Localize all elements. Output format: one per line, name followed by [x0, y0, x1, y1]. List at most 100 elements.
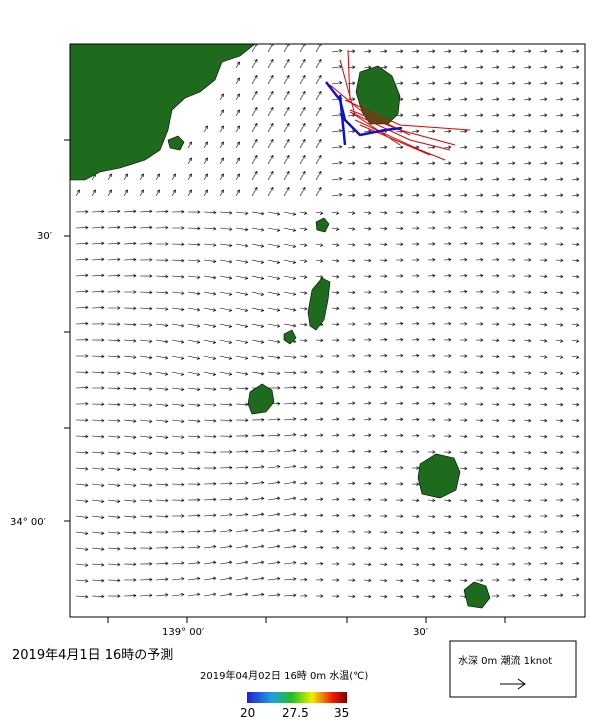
- current-arrow: [379, 417, 388, 422]
- current-arrow: [571, 161, 580, 166]
- current-arrow: [507, 386, 516, 391]
- current-arrow: [411, 161, 420, 166]
- current-arrow: [107, 241, 121, 246]
- current-arrow: [235, 157, 240, 165]
- current-arrow: [267, 433, 281, 437]
- current-arrow: [459, 145, 468, 150]
- current-arrow: [267, 44, 274, 53]
- current-arrow: [235, 61, 240, 69]
- current-arrow: [443, 273, 452, 278]
- current-arrow: [203, 544, 217, 549]
- current-arrow: [507, 241, 516, 246]
- current-arrow: [379, 337, 388, 342]
- current-arrow: [523, 371, 532, 375]
- current-arrow: [507, 65, 516, 70]
- current-arrow: [555, 49, 564, 54]
- current-arrow: [347, 369, 356, 374]
- current-arrow: [395, 369, 404, 374]
- current-arrow: [379, 578, 388, 583]
- current-arrow: [459, 97, 468, 102]
- current-arrow: [283, 385, 297, 390]
- current-arrow: [203, 243, 217, 247]
- current-arrow: [171, 403, 185, 408]
- current-arrow: [187, 339, 201, 344]
- current-arrow: [123, 241, 137, 246]
- current-arrow: [123, 355, 137, 359]
- current-arrow: [523, 193, 532, 198]
- current-arrow: [491, 338, 500, 343]
- current-arrow: [91, 499, 105, 504]
- current-arrow: [571, 49, 580, 54]
- current-arrow: [379, 306, 388, 310]
- current-arrow: [523, 129, 532, 134]
- current-arrow: [539, 561, 548, 566]
- current-arrow: [107, 515, 121, 519]
- current-arrow: [523, 161, 532, 166]
- current-arrow: [187, 275, 201, 279]
- current-arrow: [427, 161, 436, 166]
- current-arrow: [411, 546, 420, 551]
- current-arrow: [155, 545, 169, 550]
- current-arrow: [315, 465, 324, 470]
- current-arrow: [555, 323, 564, 327]
- current-arrow: [331, 274, 340, 279]
- current-arrow: [315, 275, 324, 279]
- lon-label: 139° 00′: [162, 627, 205, 638]
- current-arrow: [283, 259, 297, 264]
- current-arrow: [443, 65, 452, 70]
- current-arrow: [395, 290, 404, 294]
- current-arrow: [91, 241, 105, 246]
- current-arrow: [395, 81, 404, 86]
- current-arrow: [299, 401, 308, 406]
- current-arrow: [539, 546, 548, 550]
- current-arrow: [331, 449, 340, 454]
- current-arrow: [475, 450, 484, 455]
- current-arrow: [123, 290, 137, 294]
- current-arrow: [75, 385, 89, 390]
- current-arrow: [379, 177, 388, 182]
- current-arrow: [539, 466, 548, 471]
- current-arrow: [331, 322, 340, 327]
- current-arrow: [363, 353, 372, 358]
- current-arrow: [539, 81, 548, 86]
- current-arrow: [235, 323, 249, 328]
- current-arrow: [411, 49, 420, 54]
- current-arrow: [139, 387, 153, 391]
- current-arrow: [283, 275, 297, 280]
- current-arrow: [315, 154, 322, 165]
- current-arrow: [523, 65, 532, 70]
- current-arrow: [379, 242, 388, 247]
- current-arrow: [123, 562, 137, 567]
- current-arrow: [187, 291, 201, 296]
- current-arrow: [91, 386, 105, 390]
- current-arrow: [331, 481, 340, 486]
- current-arrow: [475, 145, 484, 150]
- current-arrow: [331, 562, 340, 566]
- current-arrow: [459, 354, 468, 358]
- current-arrow: [555, 402, 564, 407]
- current-arrow: [475, 498, 484, 503]
- current-arrow: [267, 496, 281, 501]
- current-arrow: [443, 418, 452, 422]
- current-arrow: [283, 593, 297, 598]
- current-arrow: [571, 193, 580, 198]
- current-arrow: [299, 227, 308, 231]
- current-arrow: [219, 450, 233, 454]
- current-arrow: [219, 227, 233, 231]
- current-arrow: [283, 323, 297, 328]
- current-arrow: [107, 209, 121, 214]
- current-arrow: [363, 449, 372, 454]
- current-arrow: [299, 90, 306, 101]
- current-arrow: [91, 547, 105, 551]
- current-arrow: [251, 170, 258, 181]
- current-arrow: [379, 145, 388, 150]
- current-arrow: [459, 322, 468, 326]
- current-arrow: [395, 65, 404, 70]
- current-arrow: [123, 419, 137, 423]
- current-arrow: [427, 337, 436, 342]
- current-arrow: [443, 498, 452, 503]
- current-arrow: [555, 386, 564, 391]
- current-arrow: [571, 434, 580, 439]
- lon-label: 30′: [413, 627, 429, 638]
- current-arrow: [539, 498, 548, 503]
